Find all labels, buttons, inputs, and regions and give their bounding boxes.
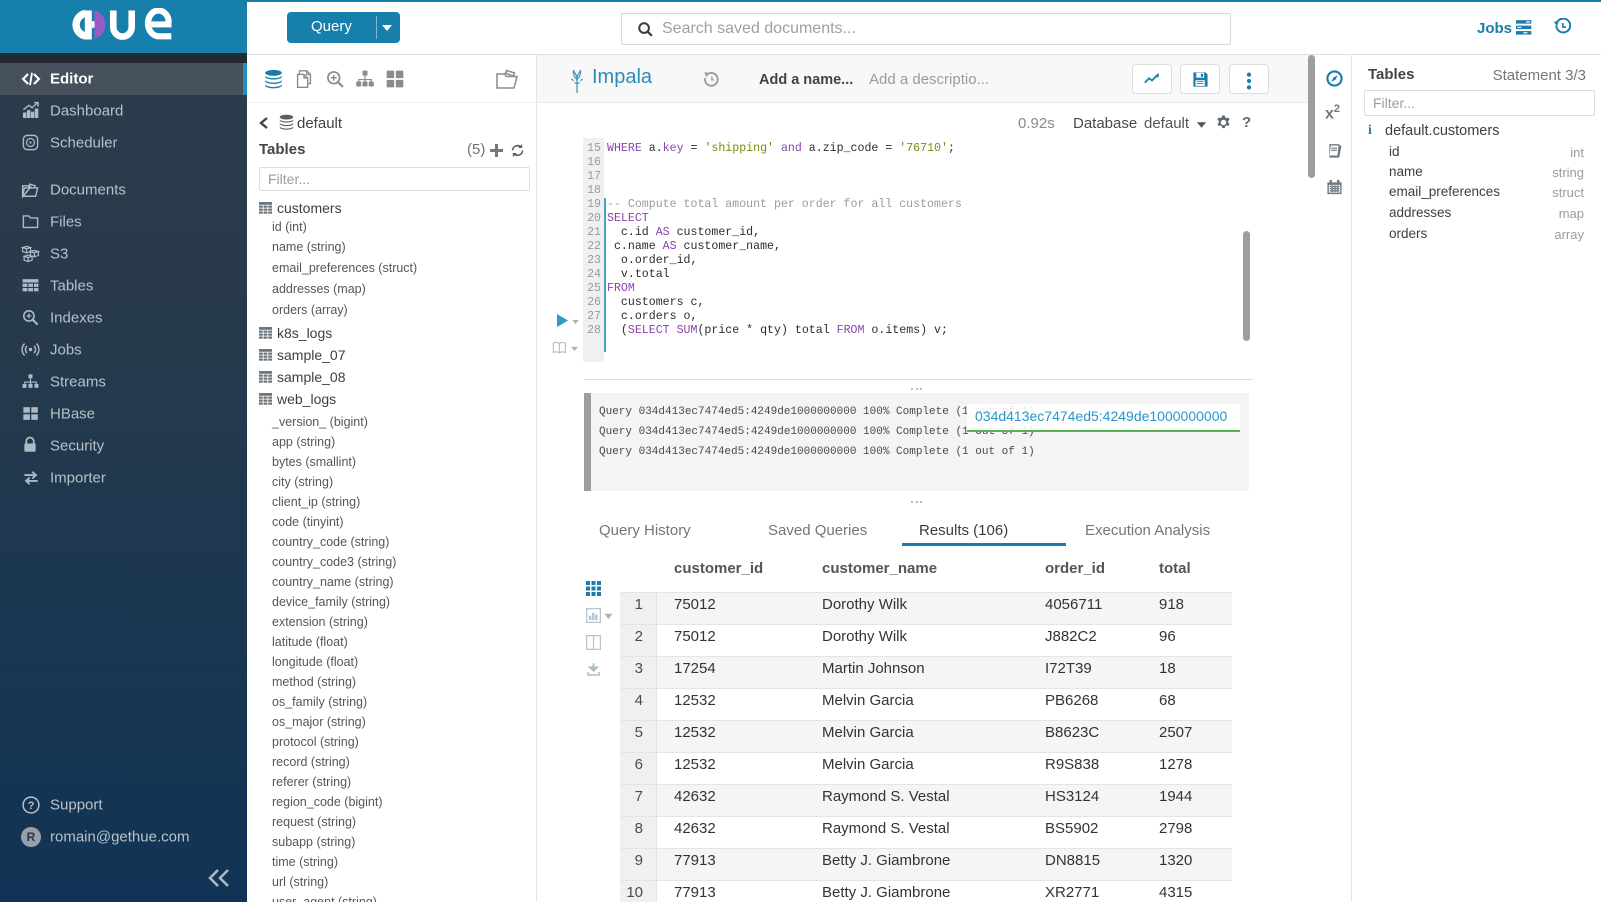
svg-text:?: ? bbox=[28, 800, 35, 812]
